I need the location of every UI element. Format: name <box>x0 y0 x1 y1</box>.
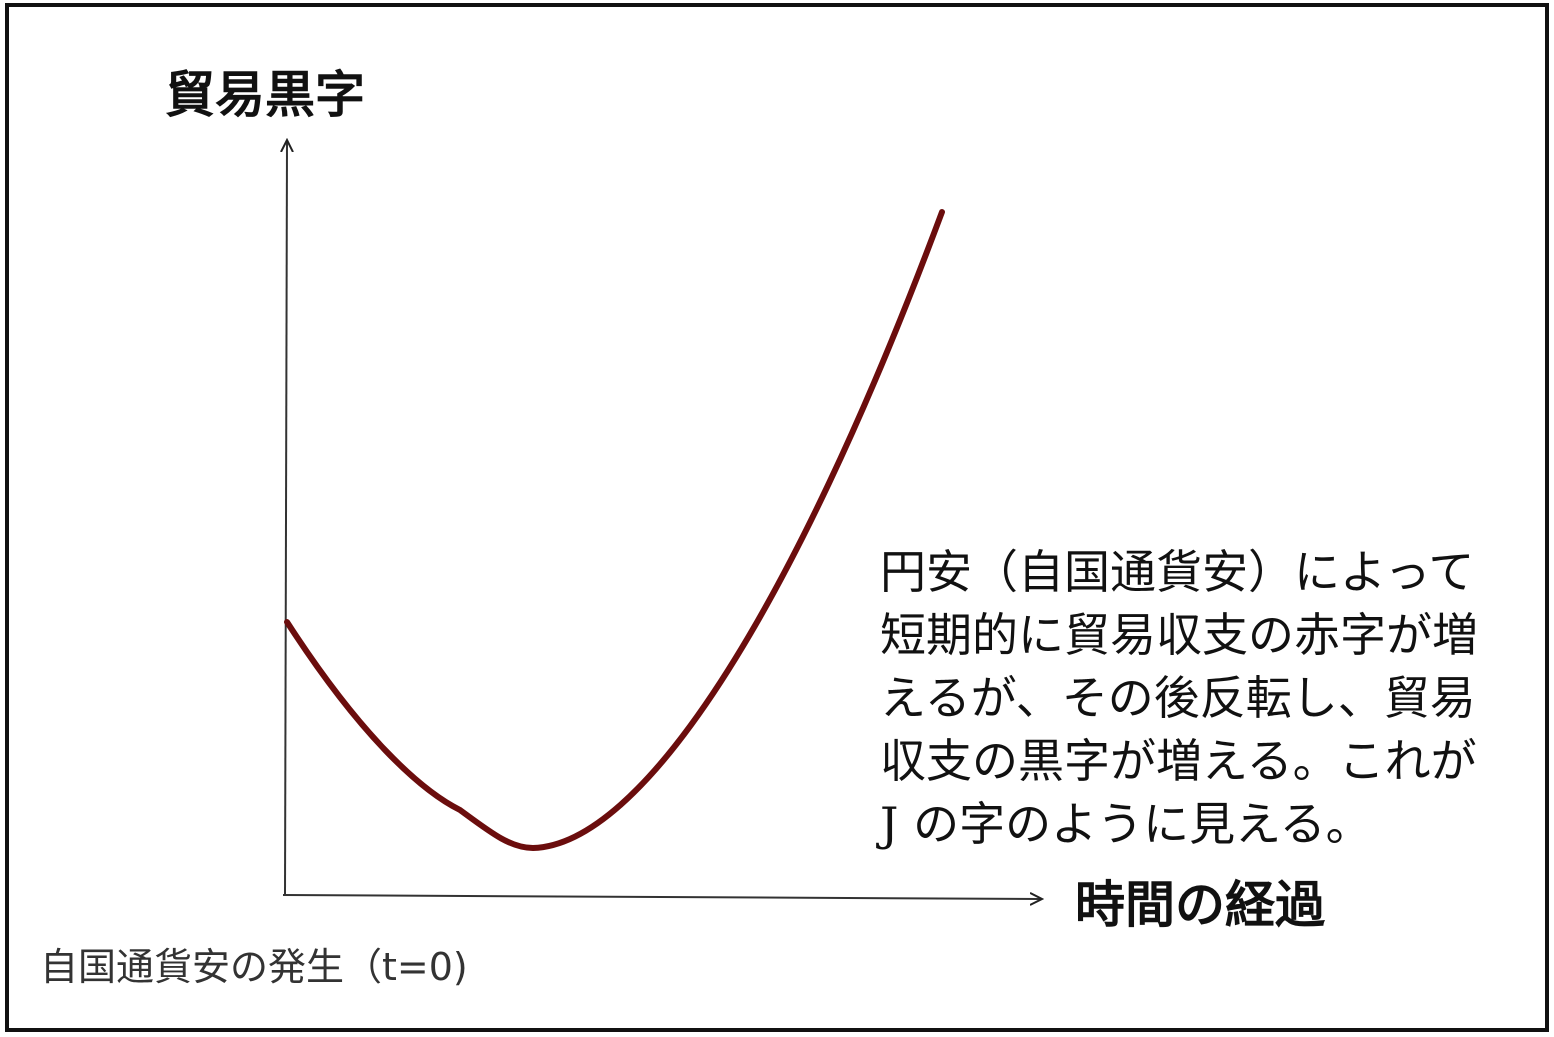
x-axis <box>282 895 1040 899</box>
x-axis-label: 時間の経過 <box>1075 876 1326 934</box>
annotation-line: 円安（自国通貨安）によって <box>880 545 1474 599</box>
annotation-line: 短期的に貿易収支の赤字が増 <box>880 608 1478 662</box>
frame <box>5 3 1549 1032</box>
annotation-line: えるが、その後反転し、貿易 <box>880 671 1476 725</box>
y-axis <box>285 142 287 896</box>
annotation: 円安（自国通貨安）によって短期的に貿易収支の赤字が増えるが、その後反転し、貿易収… <box>876 545 1478 851</box>
annotation-line: 収支の黒字が増える。これが <box>880 734 1477 788</box>
j-curve <box>284 209 945 852</box>
annotation-line: J の字のように見える。 <box>876 797 1372 851</box>
y-axis-label: 貿易黒字 <box>165 66 365 124</box>
origin-label: 自国通貨安の発生（t=0) <box>40 945 468 989</box>
